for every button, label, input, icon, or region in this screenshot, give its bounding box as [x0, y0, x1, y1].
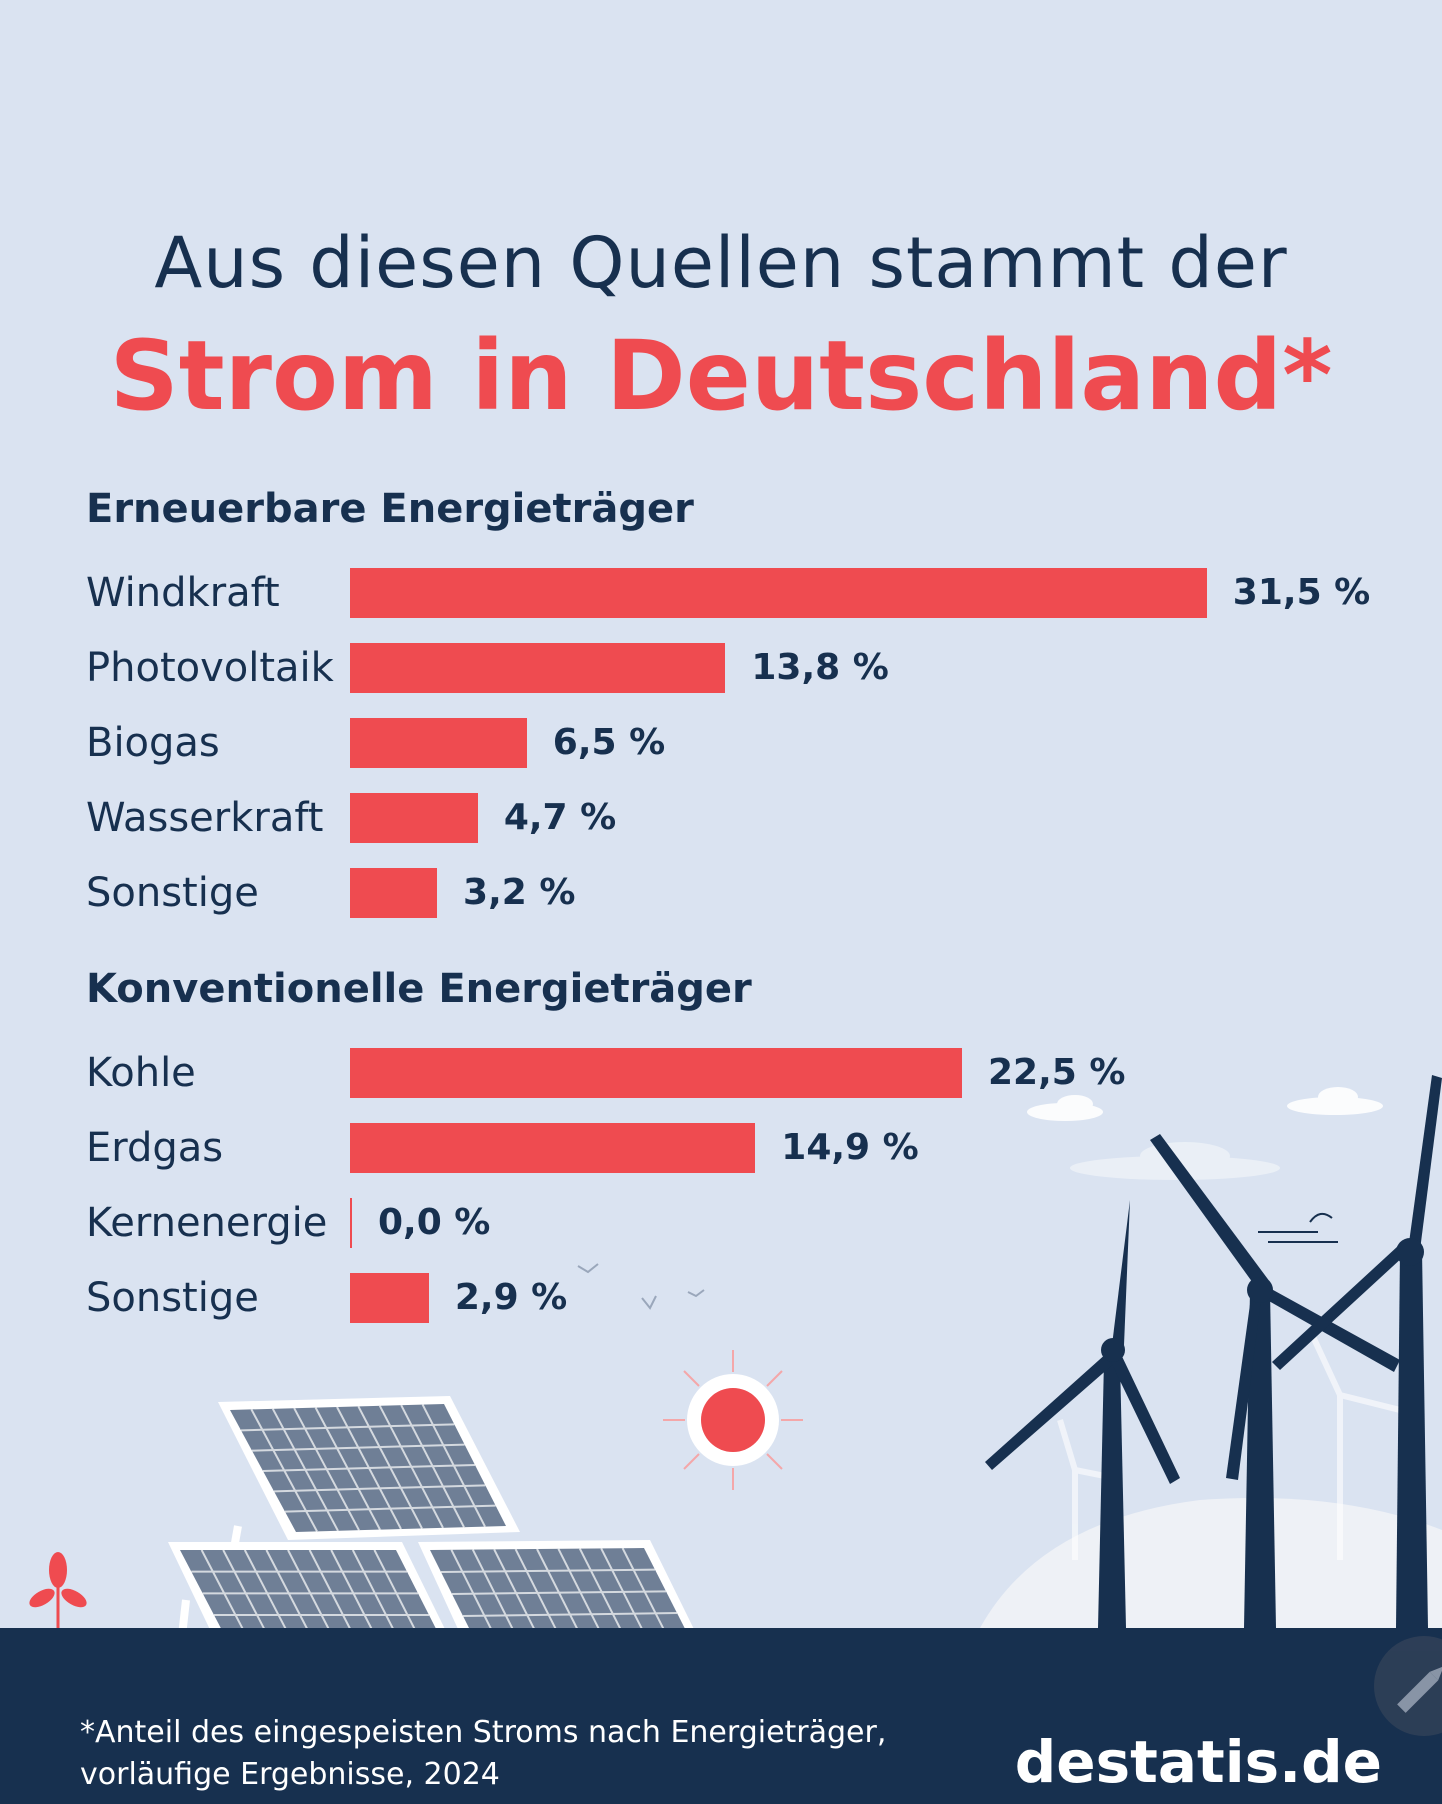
bar-label: Wasserkraft	[86, 795, 324, 841]
panel-grid-line	[451, 1590, 667, 1595]
footnote-line-1: *Anteil des eingespeisten Stroms nach En…	[80, 1715, 887, 1750]
bar	[350, 643, 726, 693]
title-line-2: Strom in Deutschland*	[109, 320, 1333, 432]
footnote-line-2: vorläufige Ergebnisse, 2024	[80, 1757, 500, 1792]
section-title-renewable: Erneuerbare Energieträger	[86, 486, 694, 532]
section-title-conventional: Konventionelle Energieträger	[86, 966, 752, 1012]
bar	[350, 793, 478, 843]
bar-row: Erdgas 14,9 %	[0, 1123, 1442, 1173]
bar-label: Kernenergie	[86, 1200, 328, 1246]
bar	[350, 1123, 756, 1173]
bar-label: Windkraft	[86, 570, 280, 616]
bar-label: Sonstige	[86, 870, 259, 916]
panel-grid-line	[251, 1443, 465, 1452]
bar-row: Sonstige 3,2 %	[0, 868, 1442, 918]
bar-value-label: 0,0 %	[378, 1202, 491, 1243]
bar-row: Photovoltaik 13,8 %	[0, 643, 1442, 693]
bar-value-label: 14,9 %	[781, 1127, 919, 1168]
bar-row: Windkraft 31,5 %	[0, 568, 1442, 618]
bar	[350, 718, 527, 768]
panel-grid-line	[240, 1423, 455, 1432]
panel-grid-line	[284, 1504, 496, 1513]
bar-value-label: 31,5 %	[1232, 572, 1371, 613]
edit-button[interactable]	[1374, 1636, 1442, 1736]
bar	[350, 1198, 352, 1248]
title-line-1: Aus diesen Quellen stammt der	[154, 222, 1288, 304]
bar	[350, 868, 438, 918]
bar-value-label: 3,2 %	[463, 872, 576, 913]
bar-value-label: 2,9 %	[454, 1277, 568, 1318]
bar	[350, 1048, 962, 1098]
bar-label: Biogas	[86, 720, 220, 766]
bar-value-label: 22,5 %	[988, 1052, 1126, 1093]
bar	[350, 1273, 429, 1323]
bar-row: Kernenergie 0,0 %	[0, 1198, 1442, 1248]
bar-row: Biogas 6,5 %	[0, 718, 1442, 768]
bar-value-label: 4,7 %	[503, 797, 617, 838]
footer-band	[0, 1628, 1442, 1804]
panel-grid-line	[462, 1612, 678, 1617]
bar	[350, 568, 1207, 618]
bar-label: Photovoltaik	[86, 645, 334, 691]
bar-row: Sonstige 2,9 %	[0, 1273, 1442, 1323]
cloud-icon	[1027, 1087, 1383, 1121]
panel-grid-line	[262, 1464, 476, 1472]
bird-icon	[577, 1263, 705, 1310]
bar-label: Sonstige	[86, 1275, 259, 1321]
footnote: *Anteil des eingespeisten Stroms nach En…	[80, 1712, 980, 1796]
bar-value-label: 6,5 %	[552, 722, 666, 763]
sun-icon	[663, 1350, 803, 1490]
panel-grid-line	[440, 1568, 656, 1573]
wind-turbine-icon	[985, 1200, 1180, 1628]
bar-row: Kohle 22,5 %	[0, 1048, 1442, 1098]
brand-logo[interactable]: destatis.de	[1014, 1728, 1382, 1796]
pencil-icon	[1397, 1666, 1442, 1713]
panel-grid-line	[273, 1484, 486, 1493]
bar-label: Kohle	[86, 1050, 196, 1096]
bar-label: Erdgas	[86, 1125, 224, 1171]
plant-icon	[29, 1552, 87, 1628]
bar-value-label: 13,8 %	[751, 647, 889, 688]
wind-turbine-icon	[1272, 1075, 1442, 1628]
wind-icon	[1258, 1212, 1338, 1243]
wind-turbine-icon	[1150, 1134, 1400, 1628]
bar-row: Wasserkraft 4,7 %	[0, 793, 1442, 843]
